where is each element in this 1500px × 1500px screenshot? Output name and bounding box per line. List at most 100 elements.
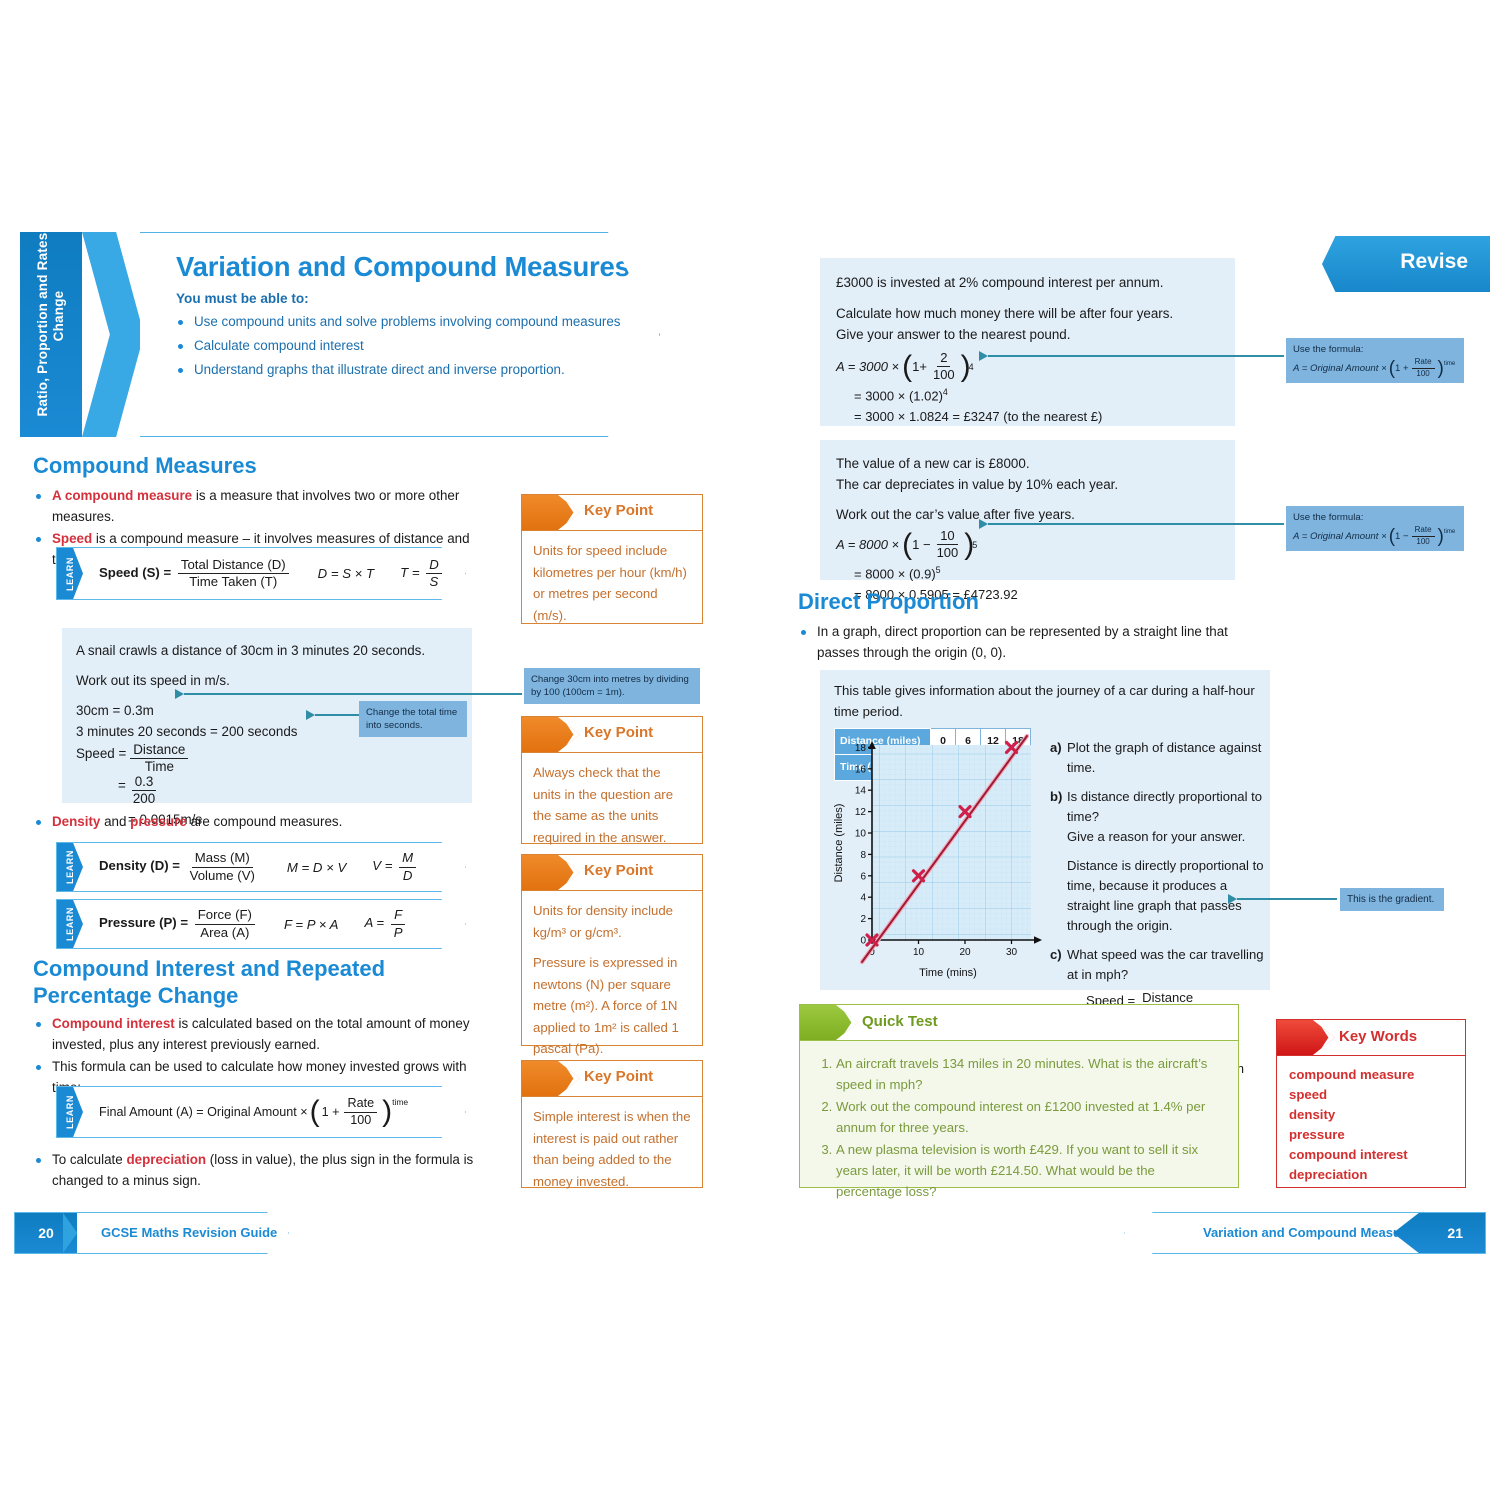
- paren-close: ): [1437, 525, 1444, 547]
- footer-left-label: GCSE Maths Revision Guide: [101, 1225, 278, 1240]
- svg-text:14: 14: [855, 786, 867, 797]
- note-inner-left: 1 +: [1395, 362, 1409, 374]
- learn-tag-label: LEARN: [65, 556, 75, 591]
- chapter-side-tab: Ratio, Proportion and Rates of Change: [20, 216, 82, 437]
- note-fraction: Rate 100: [1411, 525, 1435, 546]
- key-point-box-2: Key Point Always check that the units in…: [521, 716, 703, 845]
- note-fraction: Rate 100: [1411, 357, 1435, 378]
- pressure-alt2-label: A =: [364, 915, 385, 931]
- arrow-line-gradient: [1237, 898, 1337, 900]
- chapter-side-tab-chevron: [82, 232, 144, 437]
- calc-step-2-exponent: 5: [935, 565, 941, 576]
- heading-compound-measures: Compound Measures: [33, 453, 257, 478]
- chevron-icon: [800, 1005, 858, 1040]
- calc-fraction: 2 100: [930, 350, 958, 382]
- objective-item: Calculate compound interest: [176, 334, 659, 358]
- page-number-right: 21: [1393, 1213, 1485, 1253]
- learn-box-content: Final Amount (A) = Original Amount × ( 1…: [99, 1087, 408, 1137]
- key-point-body: Units for density include kg/m³ or g/cm³…: [522, 891, 702, 1070]
- key-point-paragraph: Always check that the units in the quest…: [533, 765, 674, 845]
- example-fraction-2-numerator: 0.3: [131, 774, 157, 792]
- paren-open: (: [1388, 525, 1396, 547]
- list-item: A new plasma television is worth £429. I…: [836, 1139, 1224, 1202]
- speed-alt2-fraction: D S: [426, 557, 442, 590]
- arrow-line-formula-minus: [988, 523, 1284, 525]
- speed-alt2-label: T =: [400, 564, 420, 580]
- question-a-label: a): [1050, 740, 1062, 755]
- svg-text:30: 30: [1006, 947, 1018, 958]
- density-fraction-denominator: Volume (V): [189, 867, 255, 883]
- objectives-list: Use compound units and solve problems in…: [176, 310, 659, 382]
- key-words-box: Key Words compound measure speed density…: [1276, 1019, 1466, 1188]
- paren-close: ): [1437, 357, 1444, 379]
- arrow-line-formula-plus: [988, 355, 1284, 357]
- key-point-header: Key Point: [522, 495, 702, 531]
- speed-fraction: Total Distance (D) Time Taken (T): [177, 557, 289, 590]
- x-axis-ticks: 0 10 20 30: [869, 940, 1017, 958]
- learn-tag: LEARN: [57, 548, 83, 599]
- key-word: depreciation: [1289, 1167, 1368, 1182]
- paren-close: ): [964, 528, 975, 562]
- list-item-text: is a measure that involves two or more o…: [52, 488, 460, 524]
- footer-right: Variation and Compound Measures: Revise …: [1124, 1212, 1486, 1254]
- pressure-fraction-numerator: Force (F): [194, 908, 255, 925]
- list-item: Density and pressure are compound measur…: [33, 812, 493, 833]
- example-step-conversion: 30cm = 0.3m: [76, 703, 154, 718]
- paren-close: ): [960, 350, 971, 384]
- key-words-body: compound measure speed density pressure …: [1277, 1056, 1465, 1196]
- calc-exponent: 4: [968, 362, 974, 372]
- page-header-banner: Variation and Compound Measures You must…: [140, 232, 660, 437]
- list-item: Compound interest is calculated based on…: [33, 1014, 493, 1055]
- calc-fraction-numerator: 2: [937, 350, 951, 368]
- list-item-text-pre: To calculate: [52, 1152, 127, 1167]
- example-speed-label: Speed =: [76, 746, 127, 761]
- y-axis-title: Distance (miles): [833, 804, 845, 883]
- density-alt2-label: V =: [372, 858, 393, 874]
- revise-tab-label: Revise: [1400, 250, 1468, 273]
- learn-box-content: Pressure (P) = Force (F) Area (A) F = P …: [99, 900, 409, 948]
- compound-interest-formula-text: Final Amount (A) = Original Amount ×: [99, 1105, 308, 1119]
- note-time-seconds: Change the total time into seconds.: [359, 701, 467, 737]
- example-fraction-2-denominator: 200: [132, 791, 156, 807]
- density-alt2-denominator: D: [402, 867, 413, 883]
- example-calc-line-1: A = 8000 × ( 1 − 10 100 ) 5: [836, 528, 1219, 562]
- svg-text:2: 2: [860, 914, 866, 925]
- example-line: The car depreciates in value by 10% each…: [836, 477, 1119, 492]
- note-formula: A = Original Amount × ( 1 − Rate 100 ) t…: [1293, 525, 1457, 547]
- example-line: Calculate how much money there will be a…: [836, 306, 1174, 321]
- key-point-paragraph: Pressure is expressed in newtons (N) per…: [533, 955, 679, 1056]
- key-point-body: Units for speed include kilometres per h…: [522, 531, 702, 636]
- speed-alt-formula-2: T = D S: [400, 557, 445, 590]
- list-item: A compound measure is a measure that inv…: [33, 486, 493, 527]
- key-point-box-1: Key Point Units for speed include kilome…: [521, 494, 703, 624]
- key-point-header: Key Point: [522, 855, 702, 891]
- term-depreciation: depreciation: [126, 1152, 207, 1167]
- list-item: To calculate depreciation (loss in value…: [33, 1150, 493, 1191]
- calc-exponent: 5: [972, 540, 978, 550]
- question-b-label: b): [1050, 789, 1063, 804]
- key-point-paragraph: Simple interest is when the interest is …: [533, 1109, 691, 1189]
- svg-text:20: 20: [959, 947, 971, 958]
- paren-open: (: [902, 350, 913, 384]
- question-b-answer: Distance is directly proportional to tim…: [1067, 858, 1264, 933]
- pressure-alt-formula-1: F = P × A: [283, 916, 339, 932]
- svg-text:6: 6: [860, 871, 866, 882]
- page-title: Variation and Compound Measures: [176, 251, 630, 282]
- key-words-header: Key Words: [1277, 1020, 1465, 1056]
- example-calc-line-3: = 8000 × 0.5905 = £4723.92: [854, 587, 1018, 603]
- depreciation-bullet: To calculate depreciation (loss in value…: [33, 1150, 493, 1193]
- calc-fraction-denominator: 100: [936, 545, 959, 561]
- example-fraction-1: Distance Time: [130, 742, 189, 775]
- example-line: Give your answer to the nearest pound.: [836, 327, 1071, 342]
- note-use-formula-minus: Use the formula: A = Original Amount × (…: [1286, 506, 1464, 552]
- key-word: compound interest: [1289, 1147, 1408, 1162]
- question-c-text: What speed was the car travelling at in …: [1067, 947, 1264, 982]
- svg-text:4: 4: [860, 893, 866, 904]
- svg-text:18: 18: [855, 743, 867, 754]
- pressure-alt2-fraction: F P: [391, 908, 406, 940]
- key-point-box-3: Key Point Units for density include kg/m…: [521, 854, 703, 1056]
- chevron-icon: [522, 1061, 580, 1096]
- learn-box-content: Density (D) = Mass (M) Volume (V) M = D …: [99, 843, 419, 891]
- density-alt2-numerator: M: [399, 851, 417, 868]
